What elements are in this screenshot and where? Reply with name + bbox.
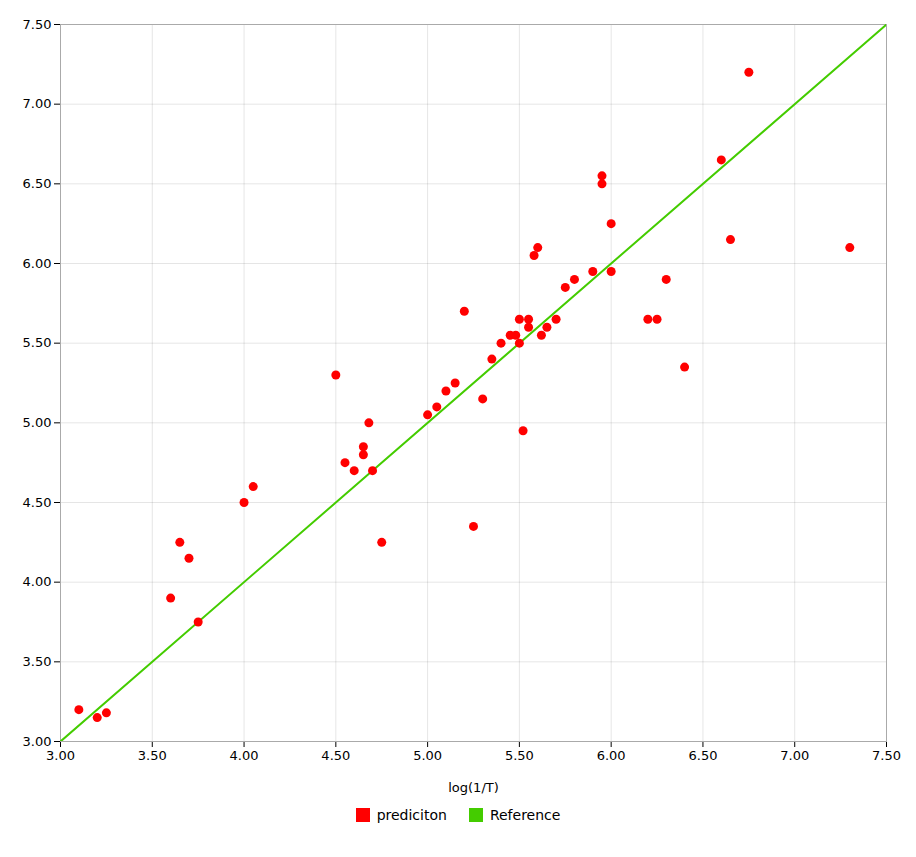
svg-text:6.00: 6.00: [23, 256, 52, 271]
svg-text:3.00: 3.00: [46, 748, 75, 763]
svg-text:4.50: 4.50: [321, 748, 350, 763]
html-text:prediciton: prediciton: [376, 807, 447, 823]
svg-text:5.00: 5.00: [23, 415, 52, 430]
svg-text:7.50: 7.50: [872, 748, 901, 763]
svg-text:4.50: 4.50: [23, 495, 52, 510]
svg-text:7.50: 7.50: [23, 17, 52, 32]
svg-text:4.00: 4.00: [230, 748, 259, 763]
svg-text:3.00: 3.00: [23, 734, 52, 749]
svg-text:6.00: 6.00: [597, 748, 626, 763]
svg-text:5.00: 5.00: [413, 748, 442, 763]
html-text:Reference: Reference: [489, 807, 561, 823]
svg-text:7.00: 7.00: [780, 748, 809, 763]
svg-text:5.50: 5.50: [23, 335, 52, 350]
svg-text:6.50: 6.50: [688, 748, 717, 763]
svg-text:log(1/T): log(1/T): [448, 780, 499, 795]
svg-text:3.50: 3.50: [23, 654, 52, 669]
svg-text:7.00: 7.00: [23, 96, 52, 111]
svg-text:3.50: 3.50: [138, 748, 167, 763]
svg-text:5.50: 5.50: [505, 748, 534, 763]
svg-text:6.50: 6.50: [23, 176, 52, 191]
svg-text:4.00: 4.00: [23, 574, 52, 589]
